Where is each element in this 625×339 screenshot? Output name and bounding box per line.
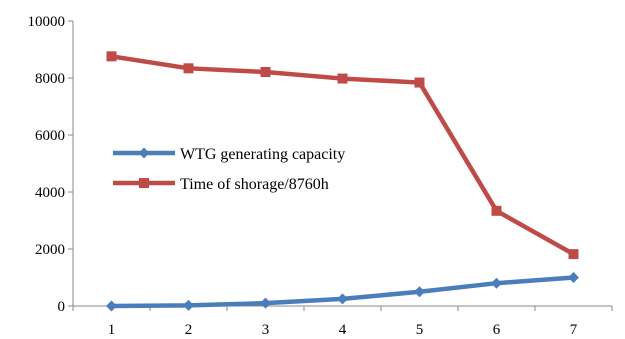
y-tick-label: 8000 [35, 71, 65, 87]
y-tick-label: 0 [58, 299, 66, 315]
data-point [106, 51, 117, 62]
y-axis-ticks: 0 2000 4000 6000 8000 10000 [28, 14, 73, 315]
x-tick-label: 2 [185, 322, 193, 338]
data-point [414, 286, 425, 298]
legend: WTG generating capacity Time of shorage/8… [113, 146, 345, 193]
data-point [568, 249, 579, 260]
x-tick-label: 1 [108, 322, 116, 338]
x-tick-label: 4 [339, 322, 347, 338]
y-tick-label: 10000 [28, 14, 66, 30]
data-point [337, 293, 348, 305]
legend-label: Time of shorage/8760h [180, 176, 329, 193]
y-tick-label: 6000 [35, 128, 65, 144]
x-axis-ticks: 1 2 3 4 5 6 7 [72, 306, 613, 338]
data-point [568, 272, 579, 283]
data-point [491, 205, 502, 216]
series-shortage-time [106, 51, 579, 260]
x-tick-label: 5 [416, 322, 424, 338]
x-tick-label: 3 [262, 322, 270, 338]
data-point [183, 299, 194, 311]
series-layer [106, 51, 579, 312]
legend-label: WTG generating capacity [180, 146, 345, 163]
data-point [337, 73, 348, 84]
data-point [414, 77, 425, 88]
data-point [491, 277, 502, 289]
y-tick-label: 4000 [35, 185, 65, 201]
data-point [106, 300, 117, 312]
data-point [260, 67, 271, 78]
legend-marker [139, 178, 149, 188]
series-wtg-capacity [106, 272, 579, 312]
y-tick-label: 2000 [35, 242, 65, 258]
x-tick-label: 7 [570, 322, 578, 338]
legend-marker [138, 147, 150, 159]
data-point [260, 297, 271, 309]
x-tick-label: 6 [493, 322, 501, 338]
data-point [183, 63, 194, 74]
